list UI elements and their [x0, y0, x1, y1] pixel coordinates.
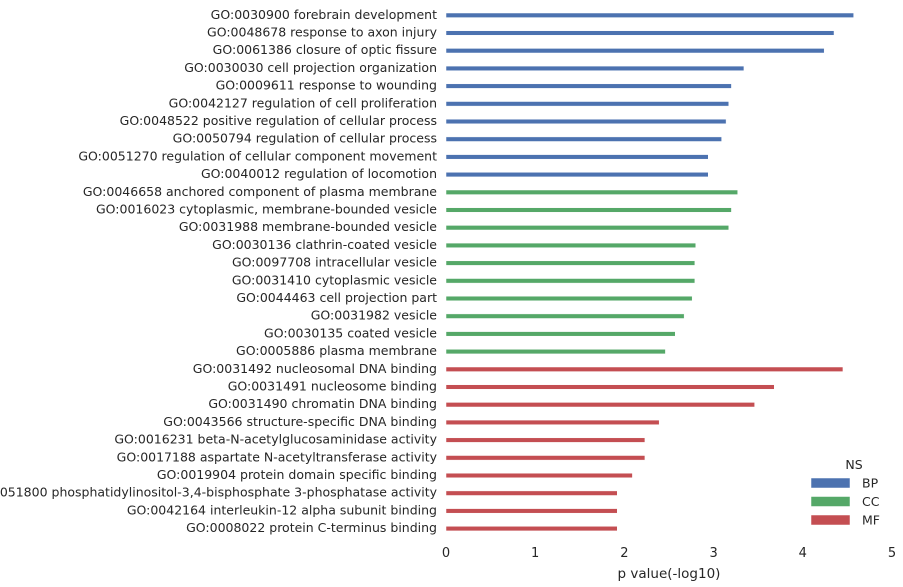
bar-cc	[445, 242, 697, 248]
legend-swatch-cc	[810, 496, 851, 507]
x-tick-label: 2	[620, 546, 628, 561]
bar-mf	[445, 419, 660, 425]
bar-bp	[445, 101, 730, 107]
category-label: GO:0042164 interleukin-12 alpha subunit …	[127, 502, 437, 517]
bar-mf	[445, 402, 755, 408]
bar-mf	[445, 526, 618, 532]
bar-mf	[445, 490, 618, 496]
category-label: GO:0051800 phosphatidylinositol-3,4-bisp…	[0, 485, 438, 500]
category-label: GO:0042127 regulation of cell proliferat…	[169, 95, 437, 110]
bar-bp	[445, 48, 825, 54]
x-tick-labels: 0 1 2 3 4 5	[442, 546, 896, 561]
category-label: GO:0061386 closure of optic fissure	[213, 42, 438, 57]
x-tick-label: 3	[709, 546, 717, 561]
x-tick-label: 1	[531, 546, 539, 561]
category-label: GO:0051270 regulation of cellular compon…	[78, 148, 437, 163]
bar-mf	[445, 366, 844, 372]
category-label: GO:0030136 clathrin-coated vesicle	[212, 237, 437, 252]
category-label: GO:0017188 aspartate N-acetyltransferase…	[117, 449, 438, 464]
category-labels: GO:0030900 forebrain development GO:00486…	[0, 7, 438, 535]
bar-mf	[445, 508, 618, 514]
bar-bp	[445, 118, 727, 125]
bar-cc	[445, 349, 666, 355]
legend-swatch-bp	[810, 477, 851, 489]
category-label: GO:0030135 coated vesicle	[264, 325, 437, 340]
category-label: GO:0044463 cell projection part	[236, 290, 437, 305]
bar-mf	[445, 455, 646, 461]
bar-bp	[445, 154, 709, 160]
category-label: GO:0031988 membrane-bounded vesicle	[179, 219, 437, 234]
legend-title: NS	[845, 457, 862, 472]
category-label: GO:0046658 anchored component of plasma …	[83, 184, 437, 199]
category-label: GO:0005886 plasma membrane	[236, 343, 437, 358]
category-label: GO:0031490 chromatin DNA binding	[208, 396, 437, 411]
legend-swatch-mf	[810, 514, 851, 526]
bar-cc	[445, 225, 730, 231]
bar-bp	[445, 65, 745, 71]
bar-cc	[445, 189, 738, 195]
bar-bp	[445, 30, 835, 36]
category-label: GO:0048522 positive regulation of cellul…	[120, 113, 437, 128]
category-label: GO:0031410 cytoplasmic vesicle	[232, 272, 437, 287]
bar-bp	[445, 83, 732, 89]
x-tick-label: 5	[888, 546, 896, 561]
category-label: GO:0050794 regulation of cellular proces…	[173, 131, 437, 146]
category-label: GO:0030030 cell projection organization	[184, 60, 437, 75]
category-label: GO:0016023 cytoplasmic, membrane-bounded…	[96, 202, 437, 217]
bar-cc	[445, 331, 676, 337]
bars-layer	[445, 12, 854, 532]
category-label: GO:0016231 beta-N-acetylglucosaminidase …	[114, 432, 437, 447]
bar-mf	[445, 437, 646, 443]
category-label: GO:0040012 regulation of locomotion	[201, 166, 437, 181]
bar-mf	[445, 384, 775, 390]
legend-label-cc: CC	[862, 494, 880, 509]
category-label: GO:0019904 protein domain specific bindi…	[157, 467, 437, 482]
category-label: GO:0043566 structure-specific DNA bindin…	[163, 414, 437, 429]
x-tick-label: 4	[799, 546, 807, 561]
bar-cc	[445, 295, 693, 302]
bar-cc	[445, 207, 732, 213]
legend-label-mf: MF	[862, 513, 880, 528]
category-label: GO:0031492 nucleosomal DNA binding	[193, 361, 437, 376]
bar-bp	[445, 172, 709, 178]
bar-cc	[445, 313, 685, 319]
category-label: GO:0008022 protein C-terminus binding	[186, 520, 437, 535]
bar-cc	[445, 260, 696, 266]
x-tick-label: 0	[442, 546, 450, 561]
category-label: GO:0048678 response to axon injury	[207, 25, 438, 40]
category-label: GO:0031491 nucleosome binding	[228, 379, 437, 394]
x-axis-title: p value(-log10)	[618, 566, 721, 582]
category-label: GO:0031982 vesicle	[311, 308, 438, 323]
category-label: GO:0097708 intracellular vesicle	[232, 255, 437, 270]
bar-cc	[445, 278, 696, 284]
bar-bp	[445, 12, 854, 18]
bar-bp	[445, 136, 722, 142]
category-label: GO:0009611 response to wounding	[216, 78, 437, 93]
legend-label-bp: BP	[862, 476, 879, 491]
bar-mf	[445, 472, 633, 479]
category-label: GO:0030900 forebrain development	[211, 7, 437, 22]
